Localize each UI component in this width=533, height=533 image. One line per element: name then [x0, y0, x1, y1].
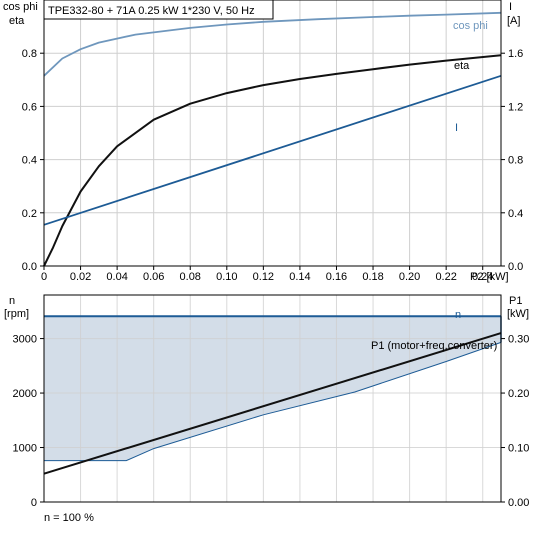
bottom-left-axis-label-2: [rpm]: [4, 308, 29, 320]
top-right-tick-label: 0.4: [508, 208, 523, 220]
top-x-tick-label: 0.04: [106, 271, 127, 283]
bottom-left-tick-label: 1000: [13, 443, 37, 455]
series-label-n: n: [455, 309, 461, 321]
title-box: [43, 0, 274, 20]
top-x-tick-label: 0.12: [253, 271, 274, 283]
top-x-tick-label: 0.22: [435, 271, 456, 283]
top-x-tick-label: 0.24: [472, 271, 493, 283]
top-left-tick-label: 0.4: [22, 155, 37, 167]
bottom-chart-ticks: 0 1000 2000 3000 0.00 0.10 0.20 0.30: [13, 334, 530, 509]
series-label-eta: eta: [454, 60, 470, 72]
top-left-axis-label-2: eta: [9, 15, 25, 27]
top-x-tick-label: 0.20: [399, 271, 420, 283]
bottom-right-tick-label: 0.30: [508, 334, 529, 346]
bottom-right-tick-label: 0.10: [508, 443, 529, 455]
top-x-tick-label: 0.10: [216, 271, 237, 283]
top-left-tick-label: 0.6: [22, 101, 37, 113]
bottom-left-axis-label-1: n: [9, 295, 15, 307]
series-label-i: I: [455, 122, 458, 134]
top-x-tick-label: 0.18: [362, 271, 383, 283]
series-line-eta: [43, 54, 502, 267]
bottom-left-tick-label: 3000: [13, 334, 37, 346]
bottom-plot-frame: [43, 294, 502, 503]
series-line-p1: [43, 332, 502, 475]
top-x-axis-label: P2 [kW]: [470, 271, 509, 283]
top-x-tick-label: 0.16: [326, 271, 347, 283]
series-label-cos-phi: cos phi: [453, 20, 488, 32]
top-chart-series: [43, 11, 502, 267]
top-right-axis-label-1: I: [509, 1, 512, 13]
bottom-left-tick-label: 2000: [13, 388, 37, 400]
bottom-right-tick-label: 0.20: [508, 388, 529, 400]
top-chart-grid: [44, 0, 501, 266]
top-left-tick-label: 0.2: [22, 208, 37, 220]
top-left-tick-label: 0.8: [22, 48, 37, 60]
top-chart-ticks: 0 0.02 0.04 0.06 0.08 0.10 0.12 0.14 0.16 0.18 0.2…: [22, 48, 524, 283]
operating-range-lower-edge: [44, 341, 502, 462]
top-right-tick-label: 0.8: [508, 155, 523, 167]
chart-title: TPE332-80 + 71A 0.25 kW 1*230 V, 50 Hz: [48, 5, 255, 17]
top-x-tick-label: 0.14: [289, 271, 310, 283]
top-x-tick-label: 0.08: [180, 271, 201, 283]
operating-range-fill: [44, 316, 501, 461]
top-right-axis-label-2: [A]: [507, 15, 520, 27]
bottom-right-tick-label: 0.00: [508, 497, 529, 509]
footer-speed-label: n = 100 %: [44, 512, 94, 524]
top-plot-frame: [43, 0, 502, 267]
top-right-tick-label: 0.0: [508, 261, 523, 273]
top-left-tick-label: 0.0: [22, 261, 37, 273]
top-x-tick-label: 0.06: [143, 271, 164, 283]
series-line-cos-phi: [43, 11, 502, 77]
bottom-right-axis-label-1: P1: [509, 295, 522, 307]
top-left-axis-label-1: cos phi: [3, 1, 38, 13]
top-right-tick-label: 1.6: [508, 48, 523, 60]
bottom-operating-range: [44, 316, 501, 461]
top-x-tick-label: 0: [41, 271, 47, 283]
top-right-tick-label: 1.2: [508, 101, 523, 113]
top-x-tick-label: 0.02: [70, 271, 91, 283]
bottom-left-tick-label: 0: [31, 497, 37, 509]
bottom-right-axis-label-2: [kW]: [507, 308, 529, 320]
series-line-i: [43, 74, 502, 226]
bottom-chart-series: [43, 315, 502, 475]
series-label-p1: P1 (motor+freq.converter): [371, 340, 497, 352]
bottom-chart-grid: [44, 295, 501, 502]
